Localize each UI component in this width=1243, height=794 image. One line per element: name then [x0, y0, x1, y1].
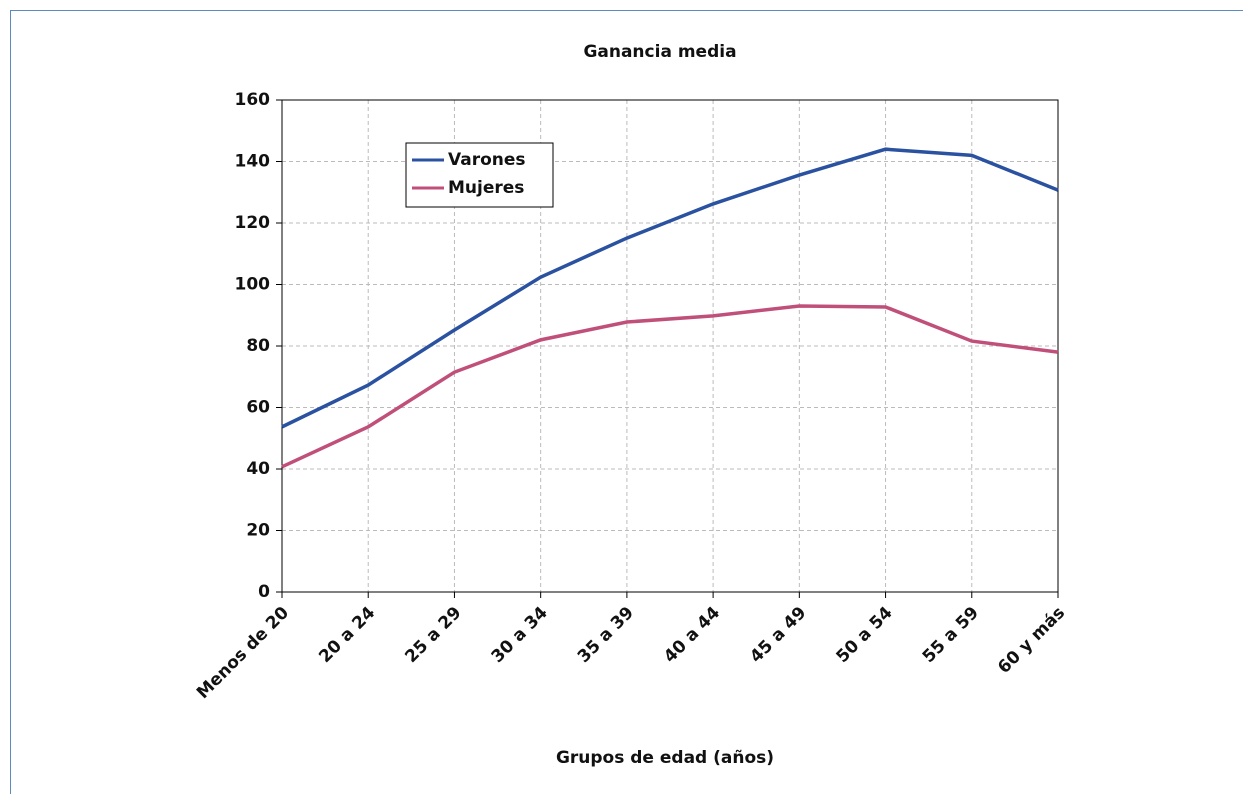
y-tick-label: 100: [235, 275, 271, 295]
y-tick-label: 80: [246, 336, 270, 356]
chart-title: Ganancia media: [583, 42, 736, 62]
plot-border: [281, 99, 1059, 593]
x-tick-label: 20 a 24: [315, 603, 379, 667]
y-tick-label: 20: [246, 521, 270, 541]
y-tick-label: 140: [235, 152, 271, 172]
y-tick-label: 160: [235, 90, 271, 110]
frame: [10, 10, 1243, 794]
x-tick-label: 55 a 59: [919, 603, 983, 667]
x-tick-label: 30 a 34: [488, 603, 552, 667]
series-line: [281, 304, 1059, 469]
y-tick-label: 0: [258, 582, 270, 602]
legend-label: Varones: [448, 150, 526, 170]
legend-box: [405, 142, 554, 208]
y-tick-label: 60: [246, 398, 270, 418]
x-tick-label: 40 a 44: [660, 603, 724, 667]
x-tick-label: 45 a 49: [746, 603, 810, 667]
y-tick-label: 120: [235, 213, 271, 233]
legend-label: Mujeres: [448, 178, 524, 198]
x-tick-label: 35 a 39: [574, 603, 638, 667]
x-tick-label: 25 a 29: [401, 603, 465, 667]
x-tick-label: 60 y más: [994, 603, 1069, 678]
y-tick-label: 40: [246, 459, 270, 479]
x-tick-label: Menos de 20: [193, 603, 293, 703]
x-axis-label: Grupos de edad (años): [556, 748, 774, 768]
series-line: [281, 147, 1059, 429]
x-tick-label: 50 a 54: [833, 603, 897, 667]
